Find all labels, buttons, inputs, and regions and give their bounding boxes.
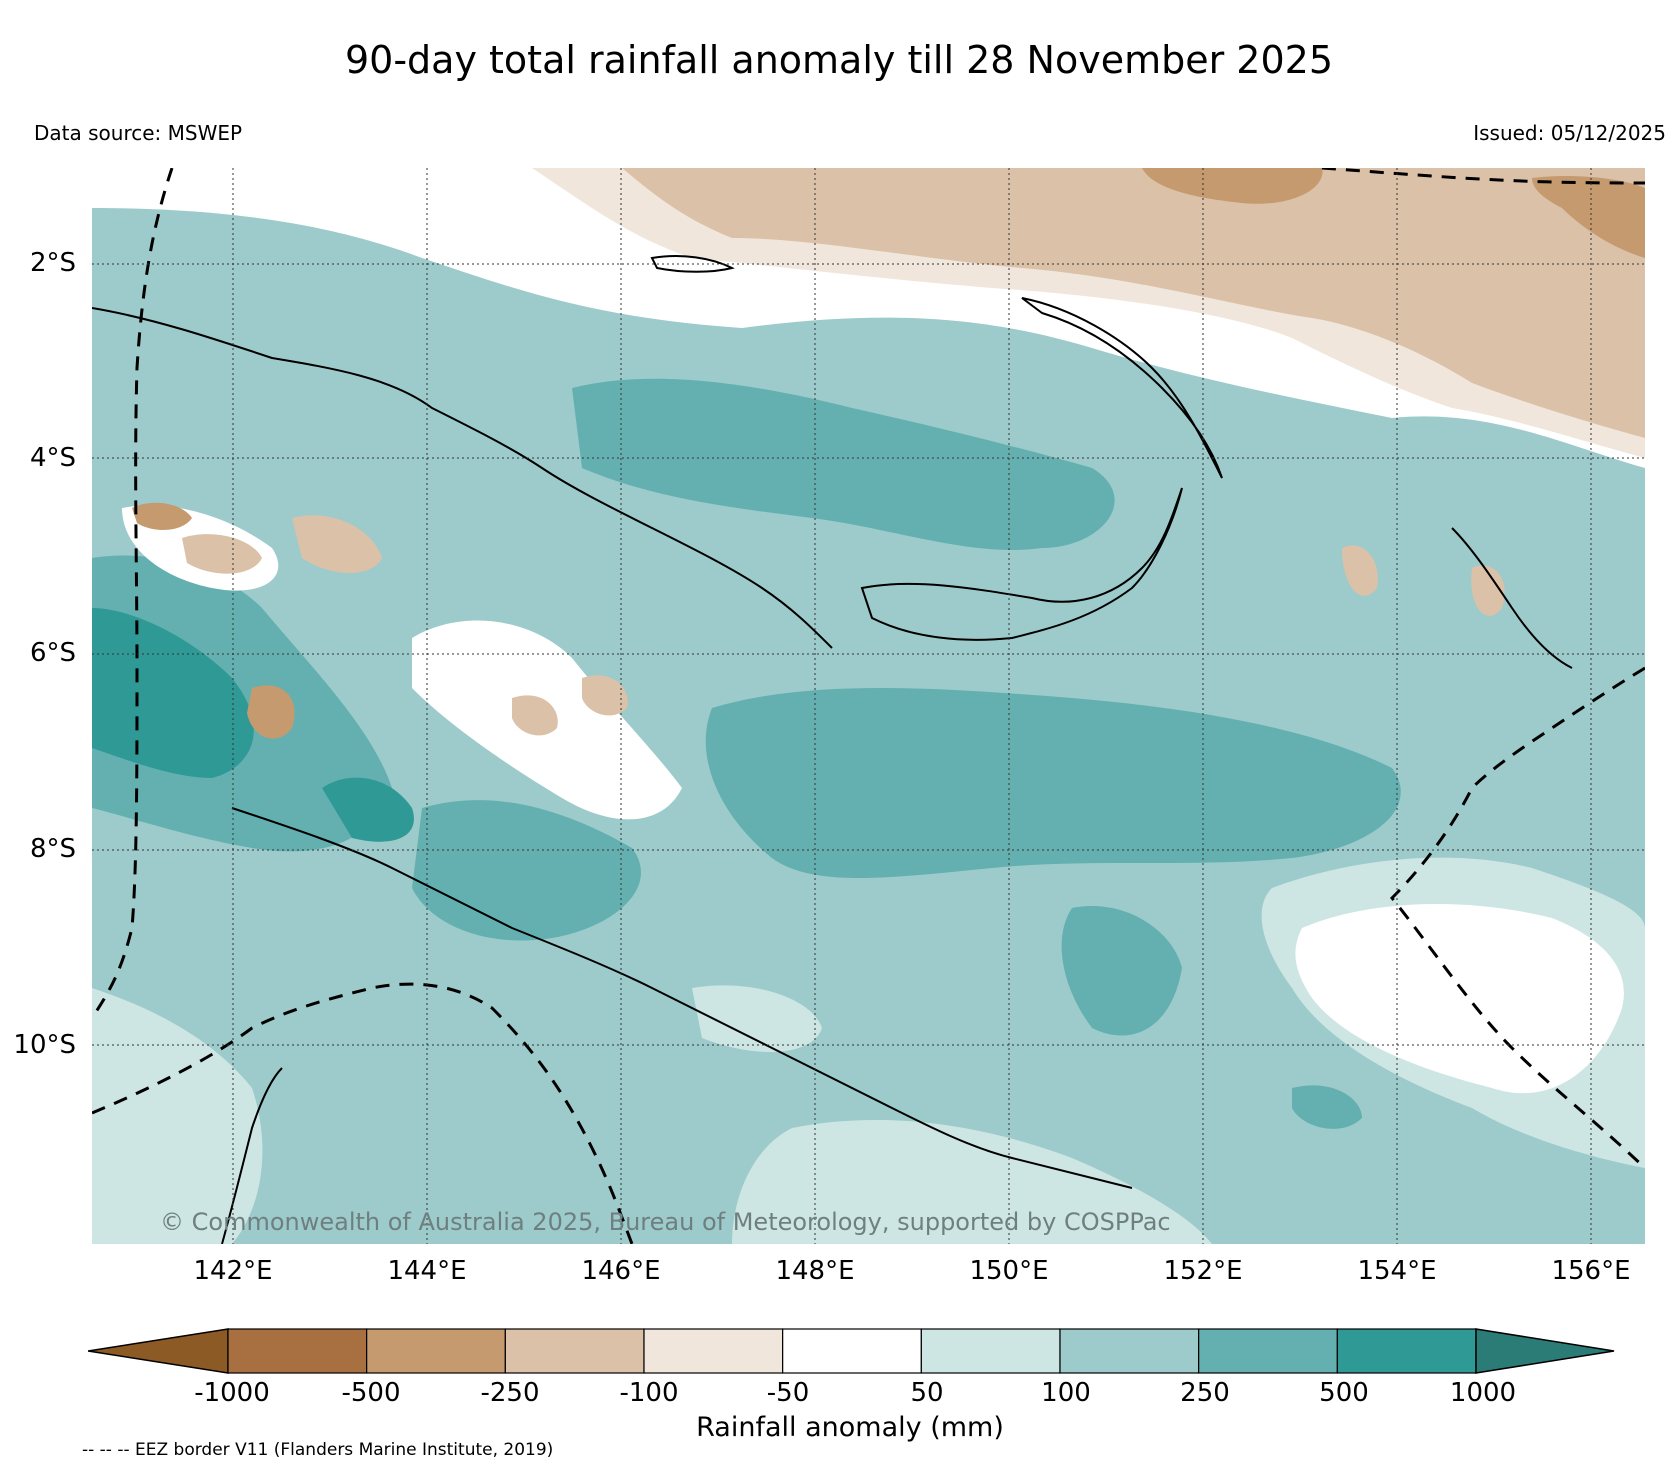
- anomaly-region: [322, 777, 414, 842]
- colorbar-cell: [504, 1328, 645, 1374]
- anomaly-region: [572, 378, 1115, 551]
- lat-label: 4°S: [29, 443, 76, 473]
- anomaly-region: [1142, 168, 1323, 204]
- eez-border-note: -- -- -- EEZ border V11 (Flanders Marine…: [82, 1440, 554, 1460]
- lat-label: 8°S: [29, 834, 76, 864]
- eez-borders: [92, 168, 1645, 1244]
- lon-label: 148°E: [775, 1256, 855, 1286]
- australia-coast: [221, 1067, 283, 1244]
- colorbar-cell: [920, 1328, 1061, 1374]
- anomaly-region: [512, 695, 558, 736]
- colorbar-tick: -100: [619, 1378, 679, 1408]
- new-ireland-island: [1021, 297, 1223, 479]
- anomaly-region: [622, 168, 1645, 438]
- lon-label: 146°E: [581, 1256, 661, 1286]
- lon-label: 156°E: [1551, 1256, 1631, 1286]
- lon-label: 154°E: [1357, 1256, 1437, 1286]
- new-guinea-north-coast: [92, 307, 833, 649]
- anomaly-region: [1292, 1085, 1362, 1129]
- coastlines: [92, 255, 1573, 1244]
- colorbar-cell: [643, 1328, 784, 1374]
- colorbar-tick: -1000: [194, 1378, 270, 1408]
- lat-label: 10°S: [13, 1030, 76, 1060]
- colorbar-cell: [366, 1328, 506, 1374]
- anomaly-region: [692, 985, 822, 1052]
- colorbar-cell: [1336, 1328, 1477, 1374]
- lat-label: 2°S: [29, 248, 76, 278]
- anomaly-region: [732, 1119, 1212, 1244]
- anomaly-region: [247, 685, 295, 739]
- anomaly-region: [1342, 545, 1378, 596]
- copyright-credit: © Commonwealth of Australia 2025, Bureau…: [160, 1208, 1171, 1236]
- new-britain-island: [860, 487, 1183, 641]
- bougainville-island: [1451, 527, 1573, 669]
- eez-border-east: [1389, 666, 1645, 1170]
- lon-label: 142°E: [193, 1256, 273, 1286]
- colorbar-cell: [227, 1328, 368, 1374]
- anomaly-region: [1061, 906, 1182, 1036]
- colorbar-tick: -500: [341, 1378, 401, 1408]
- anomaly-region: [1532, 176, 1645, 258]
- data-source-label: Data source: MSWEP: [34, 121, 243, 145]
- graticule: [92, 168, 1645, 1244]
- colorbar-tick: -50: [766, 1378, 810, 1408]
- rainfall-anomaly-map: [92, 168, 1645, 1244]
- lon-label: 150°E: [969, 1256, 1049, 1286]
- eez-border-north-east: [1321, 168, 1645, 185]
- colorbar-tick: 500: [1319, 1378, 1369, 1408]
- manus-island: [650, 255, 735, 273]
- lon-label: 152°E: [1163, 1256, 1243, 1286]
- colorbar: [88, 1328, 1615, 1374]
- anomaly-region: [705, 688, 1401, 878]
- anomaly-region: [412, 800, 641, 941]
- colorbar-cell: [1059, 1328, 1200, 1374]
- map-title: 90-day total rainfall anomaly till 28 No…: [344, 38, 1334, 82]
- anomaly-region: [582, 675, 628, 716]
- anomaly-region: [1295, 904, 1624, 1094]
- new-guinea-south-coast: [231, 807, 1133, 1189]
- colorbar-tick: 1000: [1449, 1378, 1517, 1408]
- colorbar-low-extend: [88, 1328, 229, 1374]
- colorbar-cell: [782, 1328, 922, 1374]
- eez-border-south: [92, 982, 634, 1244]
- colorbar-tick: 250: [1180, 1378, 1230, 1408]
- anomaly-region: [292, 515, 382, 573]
- anomaly-region: [1471, 565, 1505, 616]
- lat-label: 6°S: [29, 638, 76, 668]
- anomaly-region: [92, 988, 263, 1244]
- colorbar-label: Rainfall anomaly (mm): [696, 1412, 1004, 1443]
- anomaly-region: [132, 502, 192, 530]
- colorbar-high-extend: [1475, 1328, 1615, 1374]
- colorbar-cell: [1198, 1328, 1338, 1374]
- colorbar-tick: -250: [480, 1378, 540, 1408]
- colorbar-tick: 100: [1041, 1378, 1091, 1408]
- anomaly-region: [182, 534, 262, 574]
- anomaly-region: [92, 608, 254, 778]
- lon-label: 144°E: [387, 1256, 467, 1286]
- colorbar-tick: 50: [910, 1378, 944, 1408]
- issued-date-label: Issued: 05/12/2025: [1473, 121, 1666, 145]
